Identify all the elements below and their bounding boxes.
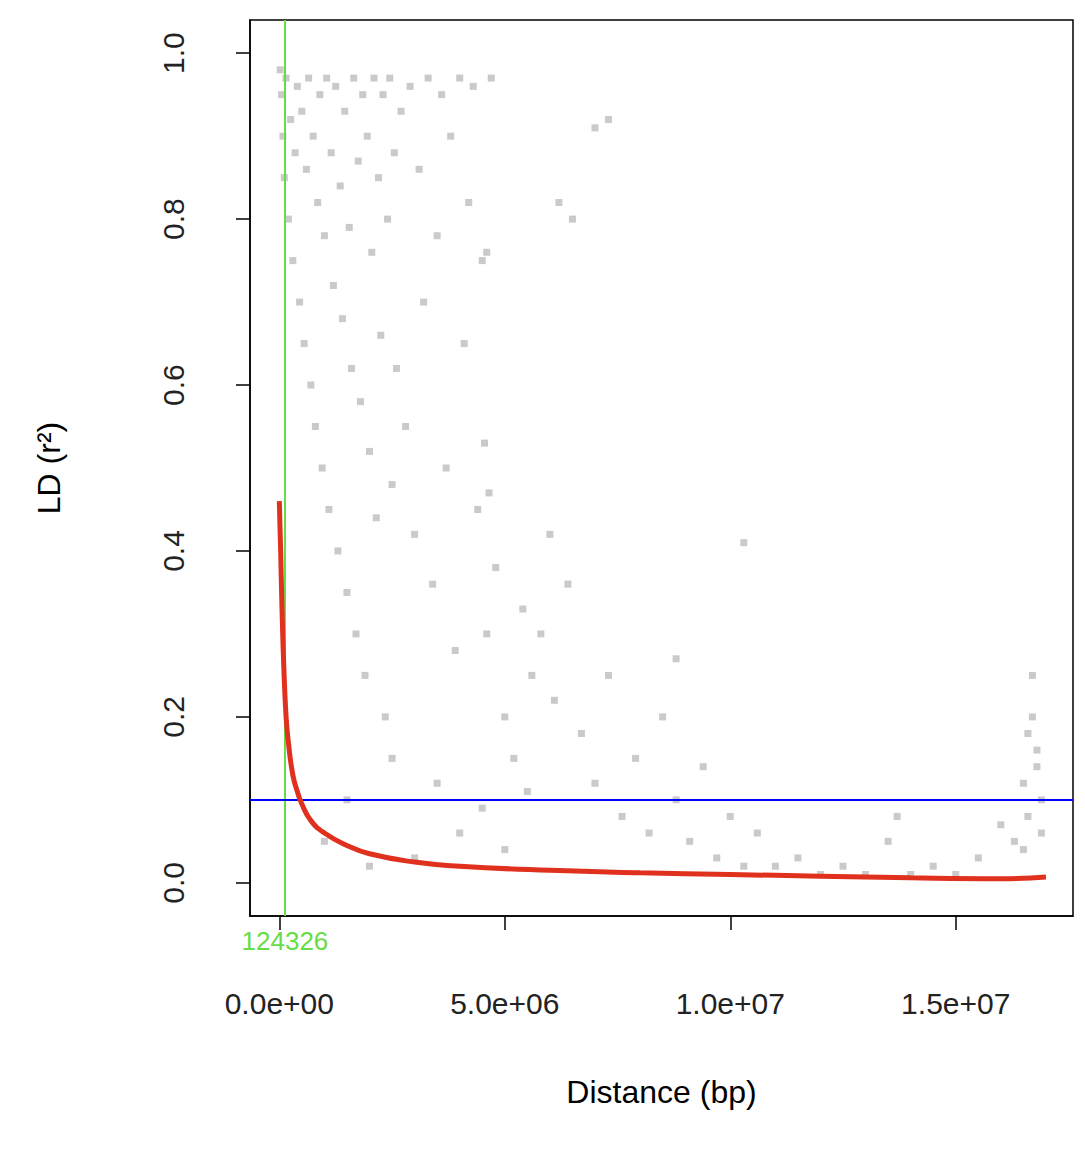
svg-text:LD (r²): LD (r²) [31, 422, 67, 514]
svg-text:0.0e+00: 0.0e+00 [225, 987, 334, 1020]
svg-text:0.2: 0.2 [157, 696, 190, 738]
svg-text:1.0: 1.0 [157, 32, 190, 74]
svg-text:0.4: 0.4 [157, 530, 190, 572]
svg-text:1.0e+07: 1.0e+07 [676, 987, 785, 1020]
svg-text:5.0e+06: 5.0e+06 [450, 987, 559, 1020]
svg-text:124326: 124326 [242, 926, 329, 956]
svg-text:Distance (bp): Distance (bp) [566, 1074, 756, 1110]
svg-text:0.6: 0.6 [157, 364, 190, 406]
svg-text:0.0: 0.0 [157, 862, 190, 904]
svg-text:0.8: 0.8 [157, 198, 190, 240]
svg-text:1.5e+07: 1.5e+07 [901, 987, 1010, 1020]
